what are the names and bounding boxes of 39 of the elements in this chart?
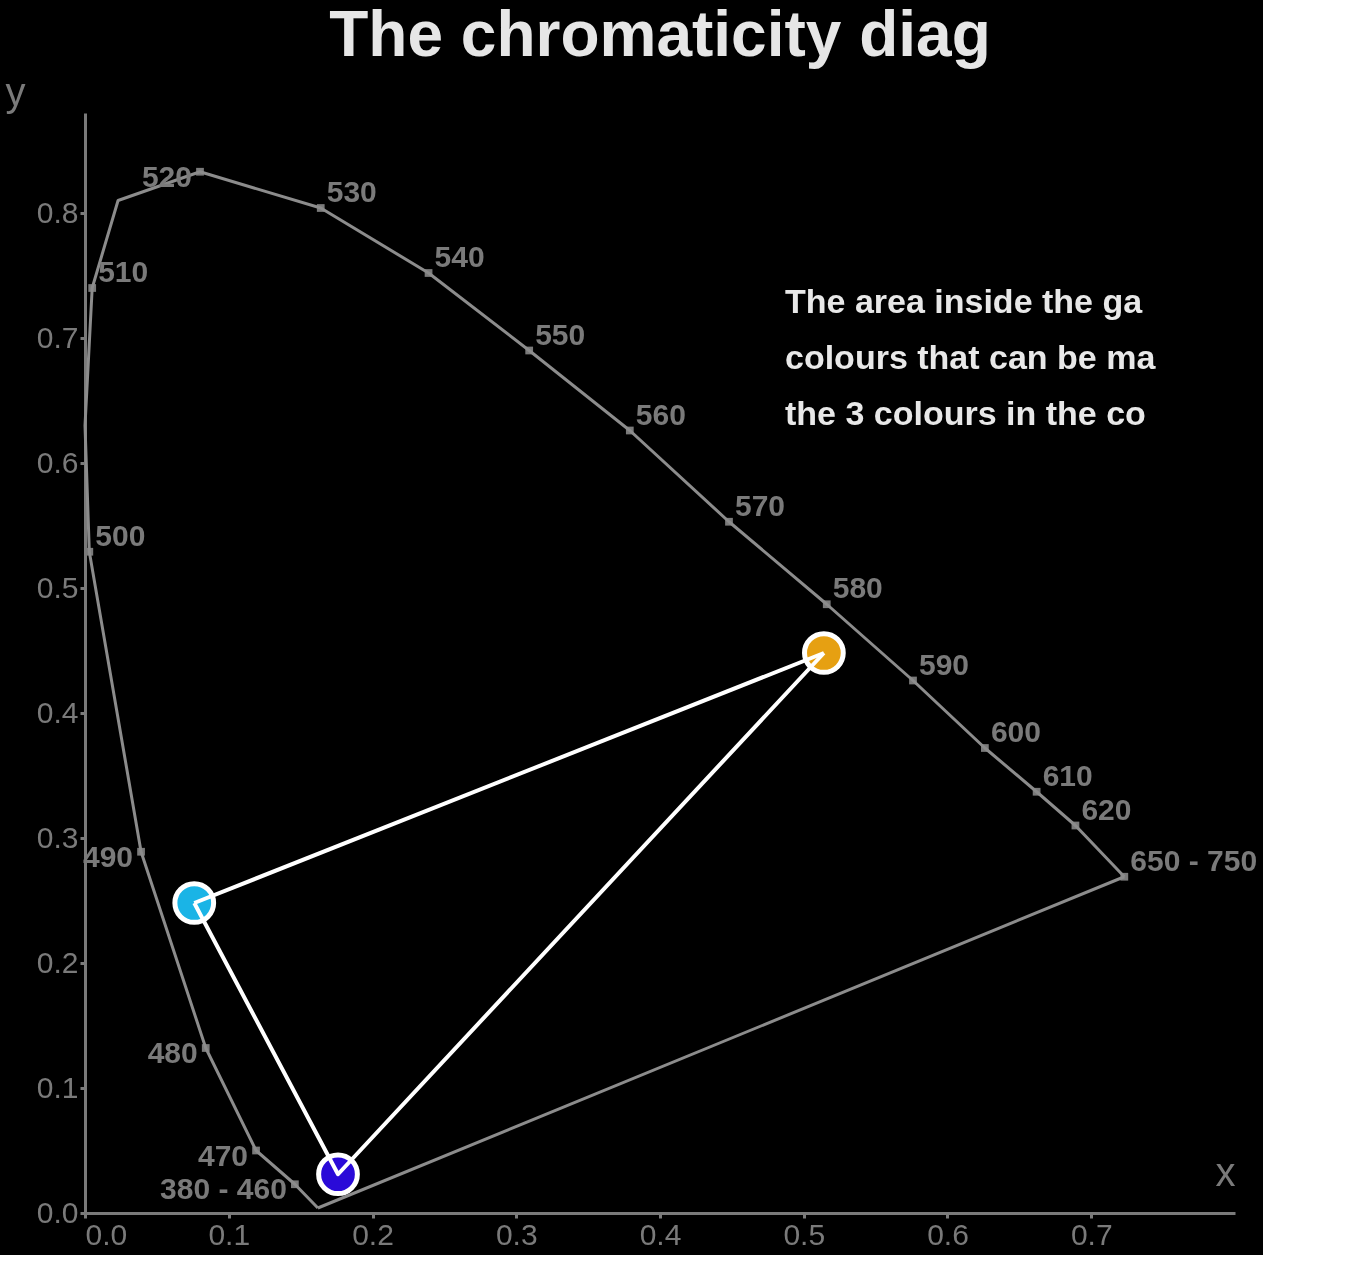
annotation: The area inside the ga (785, 282, 1144, 320)
annotation: 470 (198, 1138, 249, 1172)
y-tick-label: 0.8 (36, 195, 79, 229)
y-tick-label: 0.1 (36, 1070, 79, 1104)
y-tick-label: 0.7 (36, 320, 79, 354)
annotation: the 3 colours in the co (785, 394, 1146, 432)
y-tick-label: 0.2 (36, 945, 79, 979)
annotation: 380 - 460 (160, 1172, 287, 1206)
x-tick-label: 0.5 (783, 1217, 826, 1251)
annotation: 590 (919, 647, 970, 681)
annotation: 620 (1081, 792, 1132, 826)
x-tick-label: 0.3 (495, 1217, 538, 1251)
x-tick-label: 0.0 (85, 1217, 128, 1251)
y-tick-label: 0.5 (36, 570, 79, 604)
y-tick-label: 0.3 (36, 820, 79, 854)
annotation: 530 (326, 175, 377, 208)
x-axis-title: x (1215, 1149, 1236, 1194)
annotation: 570 (735, 488, 786, 522)
x-tick-label: 0.4 (639, 1217, 682, 1251)
annotation: 600 (990, 715, 1041, 748)
annotation: 560 (635, 397, 686, 431)
y-axis-title: y (5, 69, 26, 114)
y-tick-label: 0.0 (36, 1195, 79, 1229)
annotation: 610 (1042, 758, 1093, 792)
x-tick-label: 0.1 (208, 1217, 251, 1251)
annotation: 500 (95, 518, 146, 552)
annotation: 550 (535, 317, 586, 351)
x-tick-label: 0.6 (927, 1217, 969, 1251)
x-tick-label: 0.7 (1070, 1217, 1113, 1251)
annotation: 480 (147, 1036, 198, 1069)
x-tick-label: 0.2 (352, 1217, 394, 1251)
y-tick-label: 0.4 (36, 695, 79, 729)
y-tick-label: 0.6 (36, 445, 79, 479)
chart-title: The chromaticity diag (329, 0, 991, 70)
annotation: 510 (98, 255, 149, 288)
annotation: colours that can be ma (785, 338, 1157, 376)
annotation: 540 (434, 240, 485, 273)
annotation: 650 - 750 (1130, 843, 1258, 877)
annotation: 580 (832, 571, 883, 605)
